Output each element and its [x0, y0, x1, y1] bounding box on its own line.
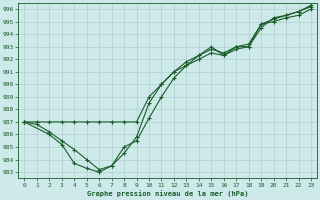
X-axis label: Graphe pression niveau de la mer (hPa): Graphe pression niveau de la mer (hPa) [87, 190, 248, 197]
